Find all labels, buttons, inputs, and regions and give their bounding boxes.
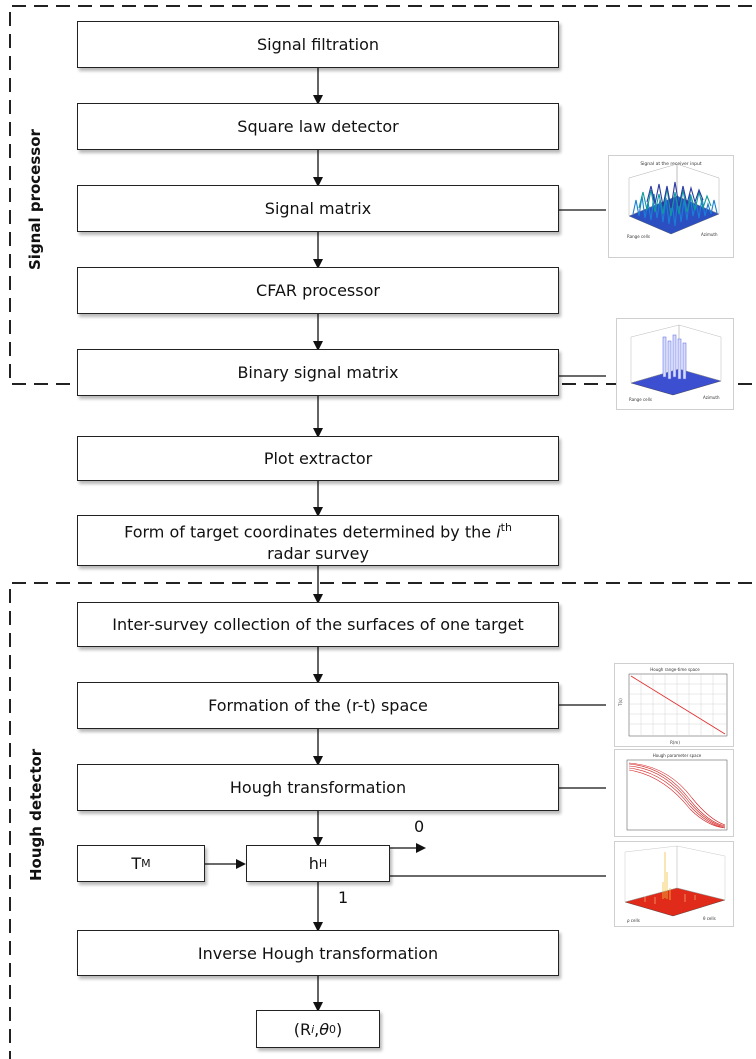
hough-detector-region <box>9 582 752 1059</box>
rt-space-formation-block: Formation of the (r-t) space <box>77 682 559 729</box>
svg-text:R(m): R(m) <box>670 740 680 745</box>
signal-matrix-block: Signal matrix <box>77 185 559 232</box>
rt-space-plot: Hough range-time space R(m) T(s) <box>614 663 734 747</box>
svg-text:Signal at the receiver input: Signal at the receiver input <box>640 161 702 167</box>
svg-text:θ cells: θ cells <box>703 916 716 921</box>
hough-threshold-plot: ρ cells θ cells <box>614 841 734 927</box>
branch-label-one: 1 <box>338 888 349 907</box>
signal-processor-label: Signal processor <box>26 129 44 270</box>
binary-matrix-plot: Range cells Azimuth <box>616 318 734 410</box>
signal-filtration-block: Signal filtration <box>77 21 559 68</box>
binary-signal-matrix-block: Binary signal matrix <box>77 349 559 396</box>
svg-text:Azimuth: Azimuth <box>701 232 718 237</box>
signal-matrix-plot: Signal at the receiver input Range cells… <box>608 155 734 258</box>
svg-text:ρ cells: ρ cells <box>627 918 640 923</box>
hough-detector-label: Hough detector <box>27 748 45 881</box>
svg-text:Hough parameter space: Hough parameter space <box>653 753 702 758</box>
cfar-processor-block: CFAR processor <box>77 267 559 314</box>
svg-text:Range cells: Range cells <box>629 397 652 402</box>
svg-text:Range cells: Range cells <box>627 234 650 239</box>
svg-text:Hough range-time space: Hough range-time space <box>650 667 700 672</box>
target-coordinates-block: Form of target coordinates determined by… <box>77 515 559 566</box>
svg-text:T(s): T(s) <box>618 698 623 707</box>
svg-text:Azimuth: Azimuth <box>703 395 720 400</box>
hough-space-plot: Hough parameter space <box>614 749 734 837</box>
inter-survey-collection-block: Inter-survey collection of the surfaces … <box>77 602 559 647</box>
output-coordinates-block: (R i, θ 0) <box>256 1010 380 1048</box>
inverse-hough-block: Inverse Hough transformation <box>77 930 559 976</box>
signal-processor-region <box>9 5 752 385</box>
branch-label-zero: 0 <box>414 817 425 836</box>
plot-extractor-block: Plot extractor <box>77 436 559 481</box>
hough-transformation-block: Hough transformation <box>77 764 559 811</box>
connector-hh <box>372 870 606 882</box>
square-law-detector-block: Square law detector <box>77 103 559 150</box>
